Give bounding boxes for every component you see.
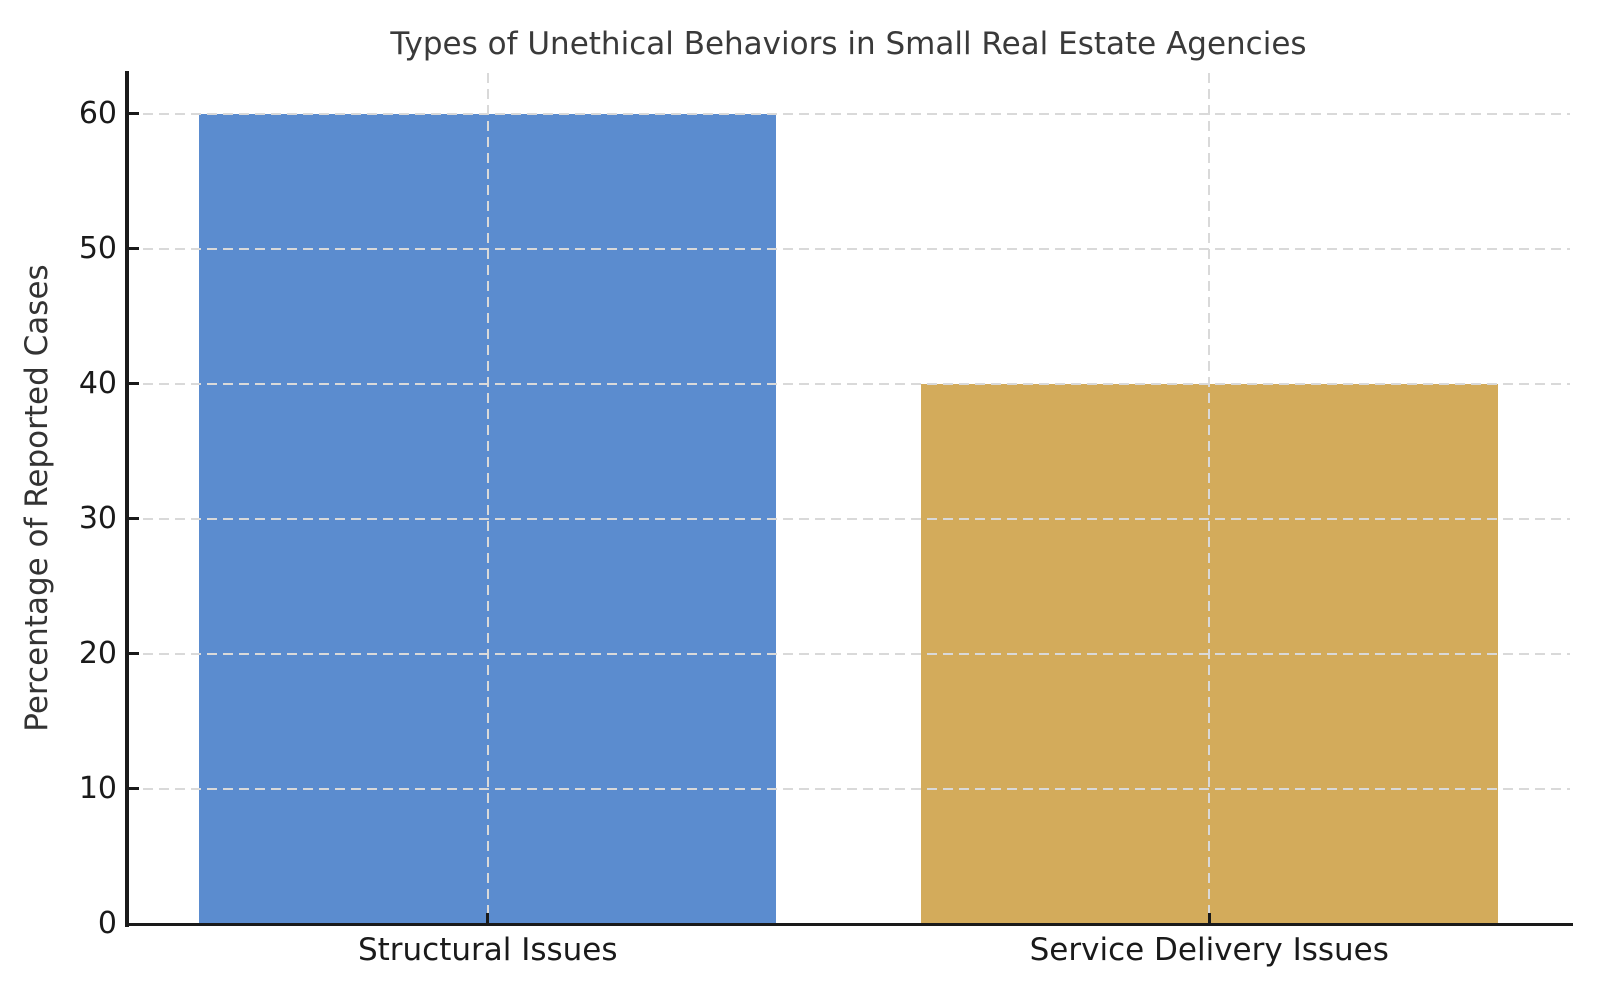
y-gridline [127,517,1570,520]
y-gridline [127,652,1570,655]
y-gridline [127,247,1570,250]
y-tick-mark [127,112,139,116]
y-tick-label: 20 [78,635,117,671]
y-tick-mark [127,787,139,791]
x-tick-mark [1207,913,1211,924]
plot-area [127,73,1570,926]
x-tick-label: Structural Issues [357,932,618,968]
y-tick-label: 40 [78,365,117,401]
y-tick-mark [127,517,139,521]
x-tick-mark [486,913,490,924]
y-tick-label: 50 [78,230,117,266]
y-tick-label: 0 [97,906,117,941]
y-gridline [127,112,1570,115]
y-tick-label: 30 [78,500,117,536]
y-gridline [127,787,1570,790]
y-gridline [127,382,1570,385]
y-tick-mark [127,382,139,386]
x-tick-label: Service Delivery Issues [1029,932,1389,968]
y-tick-label: 10 [78,770,117,806]
y-tick-mark [127,652,139,656]
x-axis-spine [125,922,1573,926]
x-gridline [486,73,489,924]
y-tick-label: 60 [78,95,117,131]
y-tick-mark [127,247,139,251]
x-gridline [1208,73,1211,924]
chart-title: Types of Unethical Behaviors in Small Re… [390,26,1307,62]
y-axis-spine [125,71,129,927]
